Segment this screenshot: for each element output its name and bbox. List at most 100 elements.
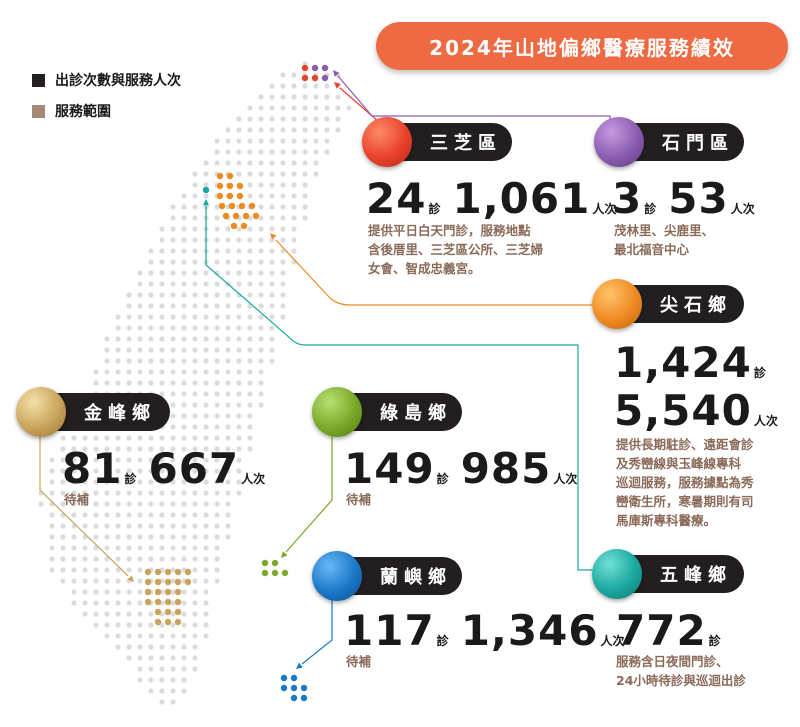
map-dot [203,347,209,353]
map-dot [104,490,110,496]
service-dot-jinfeng [154,578,162,586]
map-dot [104,534,110,540]
map-dot [159,369,165,375]
map-dot [203,578,209,584]
map-dot [137,292,143,298]
map-dot [71,457,77,463]
map-dot [159,523,165,529]
map-dot [181,523,187,529]
map-dot [192,556,198,562]
map-dot [82,567,88,573]
map-dot [192,512,198,518]
map-dot [60,435,66,441]
map-dot [170,204,176,210]
map-dot [280,226,286,232]
map-dot [181,413,187,419]
map-dot [159,677,165,683]
map-dot [104,611,110,617]
map-dot [159,380,165,386]
map-dot [126,512,132,518]
stat-ludao: 149 診 985 人次 [344,444,578,493]
map-dot [280,237,286,243]
map-dot [247,314,253,320]
service-dot-jinfeng [184,568,192,576]
map-dot [170,666,176,672]
map-dot [203,424,209,430]
map-dot [181,666,187,672]
map-dot [126,545,132,551]
map-dot [313,171,319,177]
map-dot [225,534,231,540]
map-dot [258,193,264,199]
map-dot [203,413,209,419]
service-dot-jinfeng [154,588,162,596]
map-dot [159,325,165,331]
map-dot [225,501,231,507]
connector-ludao [285,430,333,553]
map-dot [159,666,165,672]
map-dot [170,369,176,375]
map-dot [225,259,231,265]
map-dot [291,204,297,210]
service-dot-sanzhi [311,74,319,82]
map-dot [313,94,319,100]
map-dot [71,479,77,485]
map-dot [291,138,297,144]
map-dot [148,281,154,287]
map-dot [291,226,297,232]
map-dot [181,226,187,232]
map-dot [192,204,198,210]
map-dot [181,655,187,661]
map-dot [104,369,110,375]
map-dot [115,336,121,342]
service-dot-jianshi [232,212,240,220]
service-dot-jianshi [226,192,234,200]
map-dot [247,226,253,232]
map-dot [137,677,143,683]
map-dot [214,281,220,287]
map-dot [214,138,220,144]
map-dot [159,303,165,309]
service-dot-lanyu [280,684,288,692]
arrow-ludao [281,551,288,558]
map-dot [159,336,165,342]
map-dot [214,369,220,375]
map-dot [247,182,253,188]
map-dot [313,160,319,166]
map-dot [148,633,154,639]
map-dot [181,677,187,683]
map-dot [192,336,198,342]
map-dot [214,237,220,243]
service-dot-jianshi [216,182,224,190]
map-dot [93,479,99,485]
map-dot [280,72,286,78]
map-dot [137,578,143,584]
map-dot [192,402,198,408]
map-dot [82,501,88,507]
map-dot [280,182,286,188]
map-dot [148,468,154,474]
service-dot-lanyu [290,694,298,702]
map-dot [236,369,242,375]
map-dot [181,347,187,353]
map-dot [203,281,209,287]
map-dot [170,556,176,562]
map-dot [148,248,154,254]
stat-wufeng: 772 診 [616,606,721,655]
map-dot [60,545,66,551]
map-dot [203,435,209,441]
map-dot [214,468,220,474]
map-dot [258,281,264,287]
service-dot-jianshi [222,212,230,220]
desc-sanzhi: 提供平日白天門診，服務地點 含後厝里、三芝區公所、三芝婦 女會、智成忠義宮。 [368,223,544,276]
service-dot-jinfeng [154,568,162,576]
map-dot [71,600,77,606]
map-dot [115,314,121,320]
map-dot [181,391,187,397]
service-dot-jinfeng [184,578,192,586]
map-dot [159,501,165,507]
map-dot [313,116,319,122]
map-dot [269,149,275,155]
map-dot [170,567,176,573]
map-dot [126,534,132,540]
